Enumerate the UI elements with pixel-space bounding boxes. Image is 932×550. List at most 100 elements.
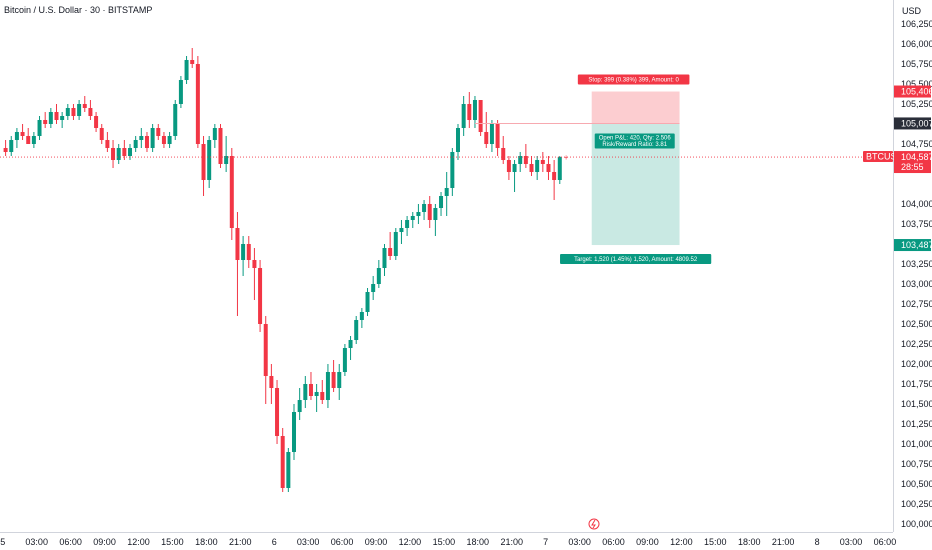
candle-body	[207, 140, 212, 180]
candle-body	[269, 376, 274, 388]
candle-body	[405, 220, 410, 228]
current-price-tag: 104,587	[901, 152, 932, 162]
price-tick-label: 101,250	[901, 419, 932, 429]
candle-body	[184, 60, 189, 80]
chart-overlays: + Stop: 399 (0.38%) 399, Amount: 0 Open P&…	[0, 74, 893, 265]
candle-body	[331, 372, 336, 388]
time-tick-label: 21:00	[229, 537, 252, 547]
candle-body	[229, 156, 234, 228]
candle-body	[427, 204, 432, 220]
candle-body	[212, 128, 217, 140]
time-axis[interactable]: 5 03:00 06:00 09:00 12:00 15:00 18:00 21:00 6 03:…	[0, 518, 897, 550]
candle-body	[422, 204, 427, 212]
candle-body	[88, 108, 93, 116]
stop-label-bg	[577, 74, 690, 85]
time-tick-label: 06:00	[874, 537, 897, 547]
candle-body	[195, 64, 200, 144]
candle-body	[48, 112, 53, 124]
target-label: Target: 1,520 (1.45%) 1,520, Amount: 480…	[574, 257, 698, 263]
price-tag: 103,487	[901, 240, 932, 250]
candle-body	[540, 160, 545, 164]
candle-body	[71, 108, 76, 116]
candle-body	[512, 164, 517, 172]
time-tick-label: 15:00	[433, 537, 456, 547]
time-tick-label: 8	[815, 537, 820, 547]
candle-body	[167, 136, 172, 144]
candle-body	[43, 120, 48, 124]
candle-body	[325, 372, 330, 400]
candle-body	[241, 244, 246, 260]
candle-body	[523, 156, 528, 164]
candle-body	[128, 148, 133, 156]
candle-body	[393, 232, 398, 256]
candle-body	[456, 128, 460, 152]
time-tick-label: 03:00	[297, 537, 320, 547]
candle-body	[190, 60, 195, 64]
candle-body	[77, 104, 82, 116]
candle-body	[94, 116, 99, 128]
candle-body	[235, 228, 240, 260]
price-tick-label: 101,000	[901, 439, 932, 449]
price-tick-label: 102,250	[901, 339, 932, 349]
candle-body	[156, 128, 161, 136]
candle-body	[444, 188, 449, 196]
candle-body	[382, 248, 387, 268]
time-axis-bg	[0, 532, 893, 550]
candle-body	[320, 392, 325, 400]
price-tick-label: 105,750	[901, 59, 932, 69]
candle-body	[303, 384, 308, 400]
candle-body	[161, 136, 166, 144]
candle-body	[552, 172, 557, 180]
candle-body	[224, 156, 229, 164]
candle-body	[489, 124, 494, 144]
candle-body	[111, 148, 116, 160]
time-tick-label: 15:00	[704, 537, 727, 547]
time-tick-label: 6	[272, 537, 277, 547]
candle-body	[478, 100, 483, 132]
candle-body	[14, 132, 19, 140]
time-tick-label: 12:00	[399, 537, 422, 547]
price-tick-label: 102,750	[901, 299, 932, 309]
price-tick-label: 105,250	[901, 99, 932, 109]
candle-body	[495, 124, 500, 148]
risk-reward-label: Risk/Reward Ratio: 3.81	[602, 142, 667, 148]
candle-body	[144, 136, 149, 148]
candle-body	[178, 80, 183, 104]
candle-body	[348, 340, 353, 348]
price-tag-bg	[894, 239, 931, 252]
price-tick-label: 101,500	[901, 399, 932, 409]
time-tick-label: 21:00	[772, 537, 795, 547]
candle-body	[535, 160, 540, 172]
candle-body	[275, 388, 280, 436]
candle-body	[529, 164, 534, 172]
candle-body	[365, 292, 370, 312]
candle-body	[246, 244, 251, 260]
time-tick-label: 03:00	[840, 537, 863, 547]
price-axis[interactable]: USD 106,250 106,000 105,750 105,500 105,250 10…	[863, 0, 932, 550]
currency-label: USD	[902, 6, 922, 16]
time-tick-label: 12:00	[127, 537, 150, 547]
price-tick-label: 105,500	[901, 79, 932, 89]
candle-body	[31, 136, 36, 144]
time-tick-label: 09:00	[636, 537, 659, 547]
price-tick-label: 102,000	[901, 359, 932, 369]
time-tick-label: 03:00	[25, 537, 48, 547]
candle-body	[501, 148, 506, 160]
symbol-tag: BTCUSD	[866, 152, 904, 162]
countdown-tag: 28:55	[901, 162, 924, 172]
candle-body	[433, 208, 438, 220]
price-tick-label: 104,000	[901, 199, 932, 209]
candle-body	[280, 436, 285, 488]
candle-body	[3, 148, 8, 152]
candle-body	[308, 384, 313, 396]
candle-body	[467, 104, 472, 120]
last-price-marker: +	[564, 153, 569, 162]
candle-body	[20, 132, 25, 136]
candle-body	[337, 372, 342, 388]
candle-body	[388, 248, 393, 256]
price-tick-label: 100,500	[901, 479, 932, 489]
candle-body	[105, 140, 110, 148]
time-tick-label: 06:00	[59, 537, 82, 547]
candle-body	[150, 128, 155, 148]
